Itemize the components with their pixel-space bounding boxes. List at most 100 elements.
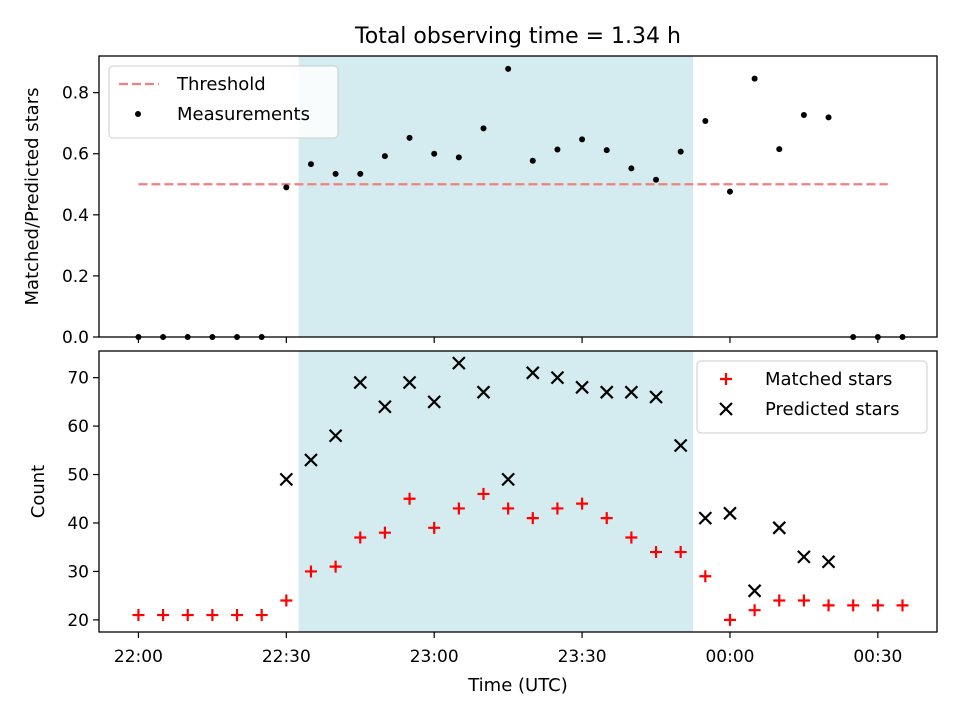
y-tick-label: 0.0 — [62, 328, 89, 348]
legend-label-measurements: Measurements — [177, 104, 310, 125]
predicted-stars-point — [673, 438, 688, 453]
ratio-y-axis-label: Matched/Predicted stars — [22, 88, 43, 306]
measurements-point — [283, 184, 290, 191]
y-tick-label: 0.4 — [62, 206, 89, 226]
predicted-stars-point — [747, 584, 762, 598]
matched-stars-point — [625, 531, 638, 544]
measurements-point — [357, 170, 364, 177]
matched-stars-point — [280, 594, 293, 607]
counts-y-axis: 20 30 40 50 60 70 — [67, 369, 99, 631]
matched-stars-point — [403, 492, 416, 505]
series-measurements — [135, 65, 906, 340]
matched-stars-point — [748, 604, 761, 617]
matched-stars-point — [378, 526, 391, 539]
matched-stars-point — [502, 502, 515, 515]
measurements-point — [702, 118, 709, 125]
matched-stars-point — [847, 599, 860, 612]
predicted-stars-point — [723, 506, 737, 521]
legend-label-threshold: Threshold — [176, 74, 266, 95]
predicted-stars-point — [797, 550, 811, 564]
predicted-stars-point — [476, 385, 491, 399]
measurements-point — [579, 136, 586, 143]
predicted-stars-point — [821, 554, 836, 569]
matched-stars-point — [329, 560, 342, 573]
matched-stars-point — [896, 599, 909, 612]
x-tick-label: 23:00 — [410, 647, 459, 667]
legend-label-predicted-stars: Predicted stars — [765, 399, 899, 420]
matched-stars-point — [723, 613, 736, 626]
legend-box — [108, 65, 339, 139]
predicted-stars-point — [649, 390, 663, 404]
panel-ratio: 0.00.20.40.60.8 Matched/Predicted stars … — [22, 55, 938, 348]
measurements-point — [455, 154, 462, 161]
counts-legend: Matched stars Predicted stars — [696, 360, 928, 434]
measurements-point — [431, 150, 438, 157]
counts-y-axis-label: Count — [28, 465, 49, 518]
matched-stars-point — [674, 546, 687, 559]
matched-stars-point — [551, 502, 564, 515]
y-tick-label: 0.2 — [62, 267, 89, 287]
legend-swatch-measurements — [135, 111, 141, 117]
measurements-point — [628, 165, 635, 172]
series-predicted-stars — [279, 356, 836, 598]
legend-swatch-predicted-stars — [719, 402, 733, 416]
matched-stars-point — [871, 599, 884, 612]
matched-stars-point — [452, 502, 465, 515]
measurements-point — [332, 170, 339, 177]
matched-stars-point — [822, 599, 835, 612]
measurements-point — [529, 157, 536, 164]
measurements-point — [677, 148, 684, 155]
matched-stars-point — [477, 487, 490, 500]
matched-stars-point — [576, 497, 589, 510]
chart-title: Total observing time = 1.34 h — [354, 24, 681, 49]
measurements-point — [726, 188, 733, 195]
measurements-point — [381, 153, 388, 160]
y-tick-label: 0.8 — [62, 84, 89, 104]
ratio-x-ticks — [137, 337, 879, 343]
predicted-stars-point — [279, 472, 294, 487]
predicted-stars-point — [328, 429, 343, 443]
measurements-point — [751, 75, 758, 82]
matched-stars-point — [797, 594, 810, 607]
counts-plot-area — [132, 356, 909, 626]
x-tick-label: 23:30 — [558, 647, 607, 667]
predicted-stars-point — [698, 511, 713, 525]
predicted-stars-point — [599, 385, 614, 399]
predicted-stars-point — [550, 370, 565, 385]
y-tick-label: 30 — [67, 562, 89, 582]
y-tick-label: 40 — [67, 514, 89, 534]
y-tick-label: 70 — [67, 369, 89, 389]
y-tick-label: 20 — [67, 611, 89, 631]
predicted-stars-point — [402, 375, 417, 390]
counts-axes-frame — [98, 350, 938, 633]
time-x-axis: 22:00 22:30 23:00 23:30 00:00 00:30 — [114, 632, 902, 667]
measurements-point — [505, 65, 512, 72]
matched-stars-point — [600, 512, 613, 525]
y-tick-label: 0.6 — [62, 145, 89, 165]
predicted-stars-point — [427, 395, 441, 409]
predicted-stars-point — [575, 380, 589, 395]
measurements-point — [603, 147, 610, 154]
x-tick-label: 00:00 — [705, 647, 754, 667]
matched-stars-point — [773, 594, 786, 607]
predicted-stars-point — [452, 356, 466, 370]
legend-label-matched-stars: Matched stars — [765, 369, 892, 390]
observing-span-shade-top — [298, 56, 693, 337]
series-matched-stars — [132, 487, 909, 626]
predicted-stars-point — [624, 385, 639, 399]
legend-swatch-matched-stars — [720, 373, 732, 385]
matched-stars-point — [132, 609, 145, 622]
ratio-y-axis: 0.0 0.2 0.4 0.6 0.8 — [62, 84, 99, 348]
measurements-point — [653, 176, 660, 183]
y-tick-label: 60 — [67, 417, 89, 437]
measurements-point — [307, 161, 314, 168]
x-tick-label: 22:00 — [114, 647, 163, 667]
measurements-point — [825, 114, 832, 121]
matched-stars-point — [526, 512, 539, 525]
predicted-stars-point — [353, 375, 368, 390]
matched-stars-point — [699, 570, 712, 583]
matched-stars-point — [354, 531, 367, 544]
y-tick-label: 50 — [67, 466, 89, 486]
predicted-stars-point — [772, 521, 787, 535]
